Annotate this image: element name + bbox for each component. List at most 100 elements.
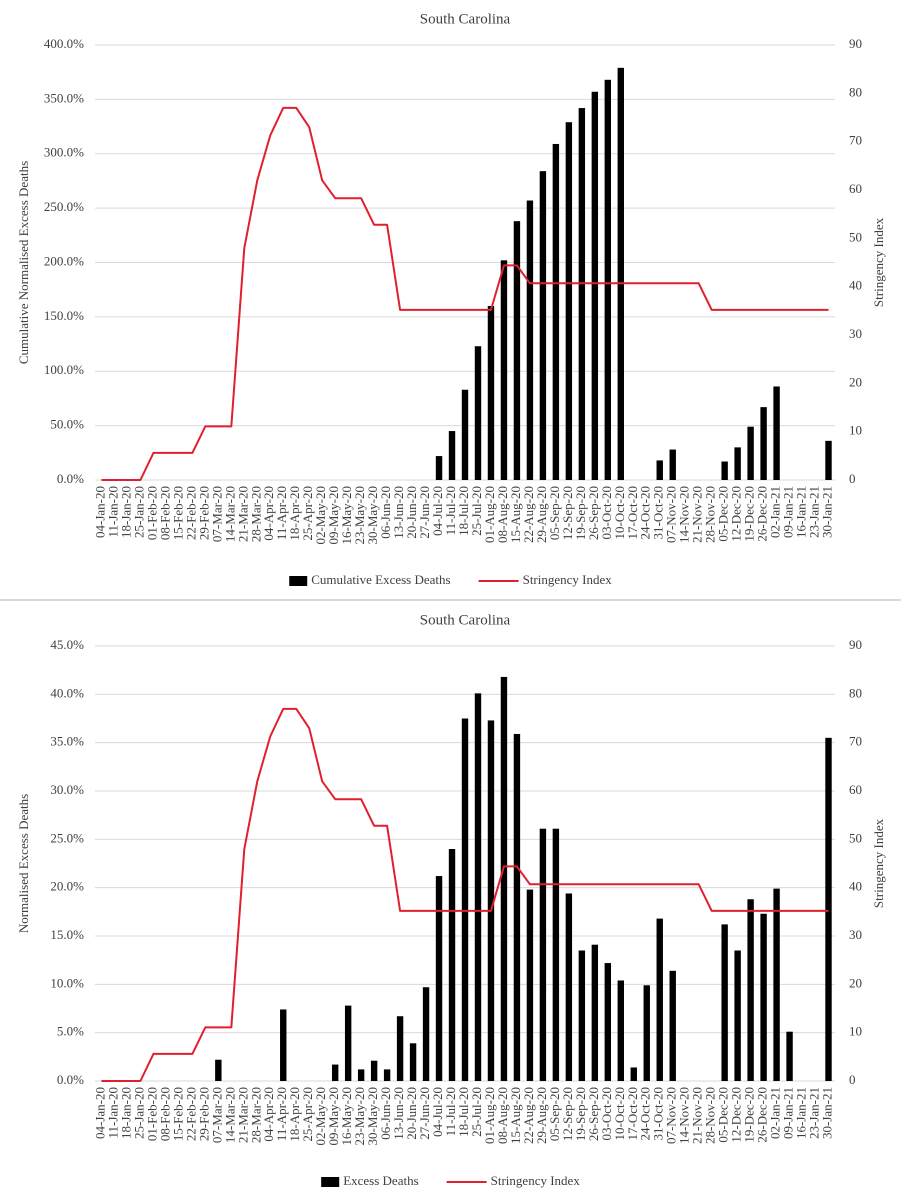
bar: [344, 1005, 352, 1081]
x-tick-label: 17-Oct-20: [625, 1087, 640, 1140]
bar: [721, 461, 728, 480]
x-tick-label: 15-Feb-20: [170, 486, 185, 540]
x-tick-label: 08-Aug-20: [495, 486, 510, 543]
x-tick-label: 19-Sep-20: [573, 486, 588, 540]
x-tick-label: 19-Dec-20: [742, 1087, 757, 1143]
x-tick-label: 09-Jan-21: [781, 1087, 796, 1139]
x-tick-label: 22-Feb-20: [183, 1087, 198, 1141]
x-tick-label: 17-Oct-20: [625, 486, 640, 539]
x-tick-label: 04-Jul-20: [430, 486, 445, 536]
x-tick-label: 11-Apr-20: [274, 486, 289, 540]
bar: [526, 200, 534, 480]
bar: [526, 889, 534, 1081]
x-tick-label: 21-Mar-20: [235, 1087, 250, 1143]
x-tick-label: 21-Mar-20: [235, 486, 250, 542]
y-tick-label: 30.0%: [50, 782, 84, 797]
legend-label: Stringency Index: [491, 1173, 581, 1188]
x-tick-label: 22-Aug-20: [521, 1087, 536, 1144]
y-tick-label: 35.0%: [50, 734, 84, 749]
bar: [461, 389, 469, 480]
y2-tick-label: 90: [849, 637, 862, 652]
x-tick-label: 30-Jan-21: [819, 1087, 834, 1139]
legend: Cumulative Excess Deaths Stringency Index: [289, 572, 612, 587]
x-tick-label: 31-Oct-20: [651, 486, 666, 539]
x-tick-label: 14-Mar-20: [222, 486, 237, 542]
x-tick-label: 02-Jan-21: [768, 486, 783, 538]
x-tick-label: 21-Nov-20: [690, 486, 705, 543]
bar: [643, 985, 650, 1081]
x-tick-label: 18-Jan-20: [118, 486, 133, 538]
x-tick-label: 24-Oct-20: [638, 486, 653, 539]
x-tick-label: 15-Aug-20: [508, 1087, 523, 1144]
x-tick-label: 04-Jan-20: [92, 1087, 107, 1139]
bar: [409, 1043, 417, 1081]
y-tick-label: 350.0%: [44, 90, 84, 105]
bar: [734, 447, 741, 480]
bar: [825, 737, 832, 1081]
x-tick-label: 08-Aug-20: [495, 1087, 510, 1144]
x-tick-label: 06-Jun-20: [378, 486, 393, 539]
y-tick-label: 40.0%: [50, 685, 84, 700]
bar: [747, 899, 754, 1081]
y2-tick-label: 30: [849, 927, 862, 942]
y2-axis-label: Stringency Index: [871, 818, 886, 908]
x-tick-label: 16-May-20: [339, 486, 354, 545]
y2-tick-label: 60: [849, 782, 862, 797]
bar: [539, 828, 547, 1081]
x-tick-label: 30-May-20: [365, 1087, 380, 1146]
legend-label: Excess Deaths: [343, 1173, 418, 1188]
bar: [617, 67, 624, 481]
x-tick-label: 26-Dec-20: [755, 486, 770, 542]
x-tick-label: 16-May-20: [339, 1087, 354, 1146]
bar: [487, 720, 495, 1081]
x-tick-label: 15-Feb-20: [170, 1087, 185, 1141]
y2-tick-label: 40: [849, 278, 862, 293]
bar: [760, 913, 767, 1081]
x-tick-label: 09-Jan-21: [781, 486, 796, 538]
y-tick-label: 50.0%: [50, 417, 84, 432]
x-tick-label: 25-Apr-20: [300, 1087, 315, 1142]
bar: [474, 693, 482, 1081]
bar: [604, 79, 612, 481]
bar: [604, 963, 612, 1081]
x-tick-label: 08-Feb-20: [157, 1087, 172, 1141]
x-tick-label: 31-Oct-20: [651, 1087, 666, 1140]
legend-label: Stringency Index: [523, 572, 613, 587]
bar: [591, 944, 599, 1081]
x-tick-label: 04-Jan-20: [92, 486, 107, 538]
line: [101, 707, 829, 1082]
x-tick-label: 30-Jan-21: [819, 486, 834, 538]
bar: [747, 426, 754, 480]
y2-tick-label: 50: [849, 229, 862, 244]
bar: [656, 918, 663, 1081]
x-tick-label: 28-Mar-20: [248, 1087, 263, 1143]
bar: [773, 386, 780, 480]
y-tick-label: 100.0%: [44, 362, 84, 377]
bar: [513, 733, 521, 1081]
x-tick-label: 07-Mar-20: [209, 1087, 224, 1143]
y2-tick-label: 80: [849, 685, 862, 700]
x-tick-label: 14-Mar-20: [222, 1087, 237, 1143]
bar: [500, 676, 508, 1081]
x-tick-label: 03-Oct-20: [599, 1087, 614, 1140]
y2-tick-label: 10: [849, 423, 862, 438]
x-tick-label: 01-Feb-20: [144, 1087, 159, 1141]
x-tick-label: 13-Jun-20: [391, 486, 406, 539]
bar: [552, 143, 560, 480]
bar: [786, 1031, 793, 1081]
x-tick-label: 22-Aug-20: [521, 486, 536, 543]
x-tick-label: 14-Nov-20: [677, 486, 692, 543]
x-tick-label: 11-Jul-20: [443, 1087, 458, 1136]
y-tick-label: 10.0%: [50, 975, 84, 990]
x-tick-label: 18-Apr-20: [287, 1087, 302, 1142]
x-tick-label: 05-Sep-20: [547, 1087, 562, 1141]
bar: [773, 888, 780, 1081]
x-tick-label: 07-Mar-20: [209, 486, 224, 542]
y-tick-label: 5.0%: [57, 1024, 84, 1039]
y-tick-label: 400.0%: [44, 36, 84, 51]
x-tick-label: 04-Apr-20: [261, 486, 276, 541]
x-tick-label: 10-Oct-20: [612, 1087, 627, 1140]
y-axis-label: Cumulative Normalised Excess Deaths: [16, 161, 31, 364]
bar: [591, 91, 599, 480]
